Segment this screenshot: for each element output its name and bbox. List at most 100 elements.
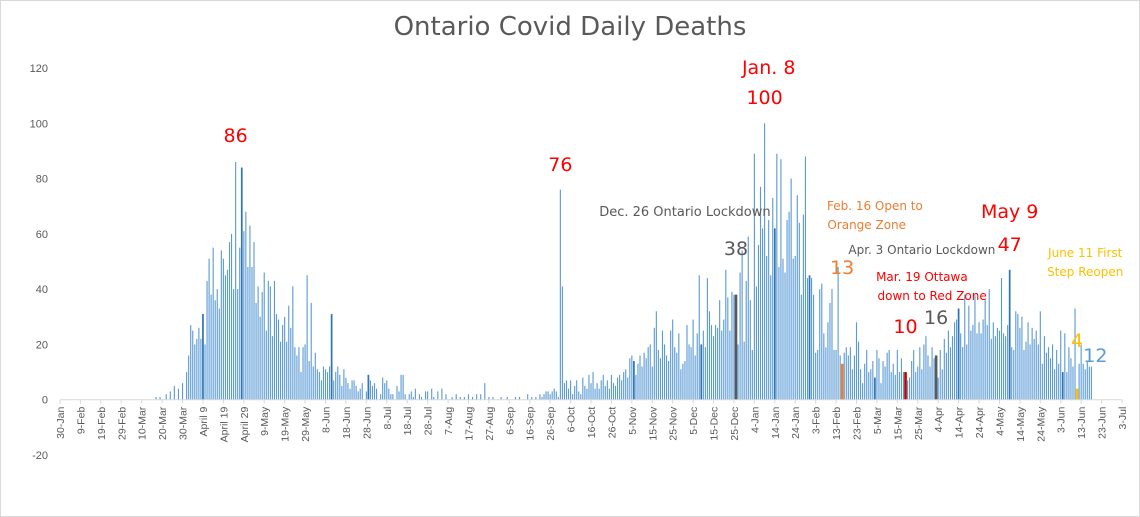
bar (247, 267, 249, 400)
bar (898, 372, 900, 400)
bar (580, 394, 582, 400)
bar (518, 396, 521, 400)
bar (400, 374, 402, 400)
bar (755, 286, 757, 400)
bar (988, 289, 990, 400)
bar (645, 358, 647, 400)
bar (514, 396, 516, 400)
bar (668, 361, 670, 400)
annotation-label: June 11 First (1047, 246, 1123, 260)
bar (206, 280, 208, 400)
bar (847, 355, 849, 400)
bar (653, 327, 655, 400)
bar (1000, 278, 1003, 400)
bar (165, 394, 167, 400)
bar (827, 322, 829, 400)
bar (240, 167, 243, 400)
bar (1066, 372, 1068, 400)
bar (308, 361, 310, 400)
bar (843, 352, 845, 400)
bar (561, 286, 563, 400)
bar (471, 396, 474, 400)
bar (715, 325, 717, 400)
bar (286, 341, 288, 400)
bar (996, 327, 998, 400)
x-tick-label: 25-Nov (668, 406, 680, 441)
bar (539, 394, 541, 400)
bar (412, 396, 414, 400)
x-tick-label: 25-Mar (913, 406, 925, 440)
bar (727, 297, 729, 400)
bar (476, 394, 478, 400)
bar (749, 300, 751, 400)
bar (194, 344, 196, 400)
bar (956, 319, 958, 400)
bar (335, 372, 337, 400)
bar (596, 383, 598, 400)
bar (535, 396, 537, 400)
bar (966, 344, 968, 400)
bar (833, 349, 835, 400)
bar-series (155, 123, 1092, 400)
x-tick-label: 26-Sep (545, 407, 557, 441)
bar (884, 366, 886, 400)
bar (484, 383, 486, 400)
x-tick-label: 24-Jan (790, 407, 802, 439)
bar (216, 289, 218, 400)
annotation-label: down to Red Zone (877, 289, 986, 303)
y-tick-label: 80 (36, 174, 48, 186)
bar (578, 391, 580, 400)
bar (361, 383, 363, 400)
bar (670, 330, 672, 400)
bar (367, 374, 370, 400)
bar (986, 325, 988, 400)
bar (839, 355, 841, 400)
bar (380, 394, 382, 400)
bar (829, 302, 831, 400)
annotation-label: Dec. 26 Ontario Lockdown (599, 205, 770, 220)
bar (273, 280, 275, 400)
bar (330, 314, 333, 400)
bar (543, 394, 545, 400)
bar (355, 385, 357, 400)
bar (402, 374, 404, 400)
bar (904, 372, 907, 400)
bar (1090, 366, 1092, 400)
bar (745, 280, 747, 400)
y-axis: -20 0 20 40 60 80 100 120 (30, 63, 48, 462)
bar (804, 156, 806, 400)
x-tick-label: 29-May (300, 406, 312, 442)
bar (994, 336, 996, 400)
bar (1072, 366, 1074, 400)
x-tick-label: 3-Jul (1117, 407, 1129, 430)
bar (629, 358, 631, 400)
bar (1068, 347, 1070, 400)
bar (776, 153, 778, 400)
bar (710, 325, 713, 400)
bar (784, 272, 786, 400)
bar (239, 247, 241, 400)
bar (431, 388, 433, 400)
bar (657, 349, 659, 400)
bar (545, 391, 547, 400)
annotation-label: Orange Zone (827, 218, 906, 232)
x-tick-label: 4-Jan (749, 407, 761, 433)
bar (204, 344, 206, 400)
bar (945, 352, 947, 400)
bar (694, 355, 696, 400)
annotation-label: 76 (548, 154, 572, 176)
bar (625, 369, 627, 400)
bar (186, 372, 188, 400)
x-tick-label: 28-Jul (423, 407, 435, 436)
bar (425, 391, 427, 400)
bar (549, 394, 551, 400)
x-tick-label: 15-Mar (892, 406, 904, 440)
bar (1029, 344, 1031, 400)
bar (719, 300, 721, 400)
bar (849, 347, 851, 400)
bar (900, 358, 902, 400)
bar (347, 383, 349, 400)
bar (271, 336, 273, 400)
x-tick-label: April 9 (198, 407, 210, 437)
